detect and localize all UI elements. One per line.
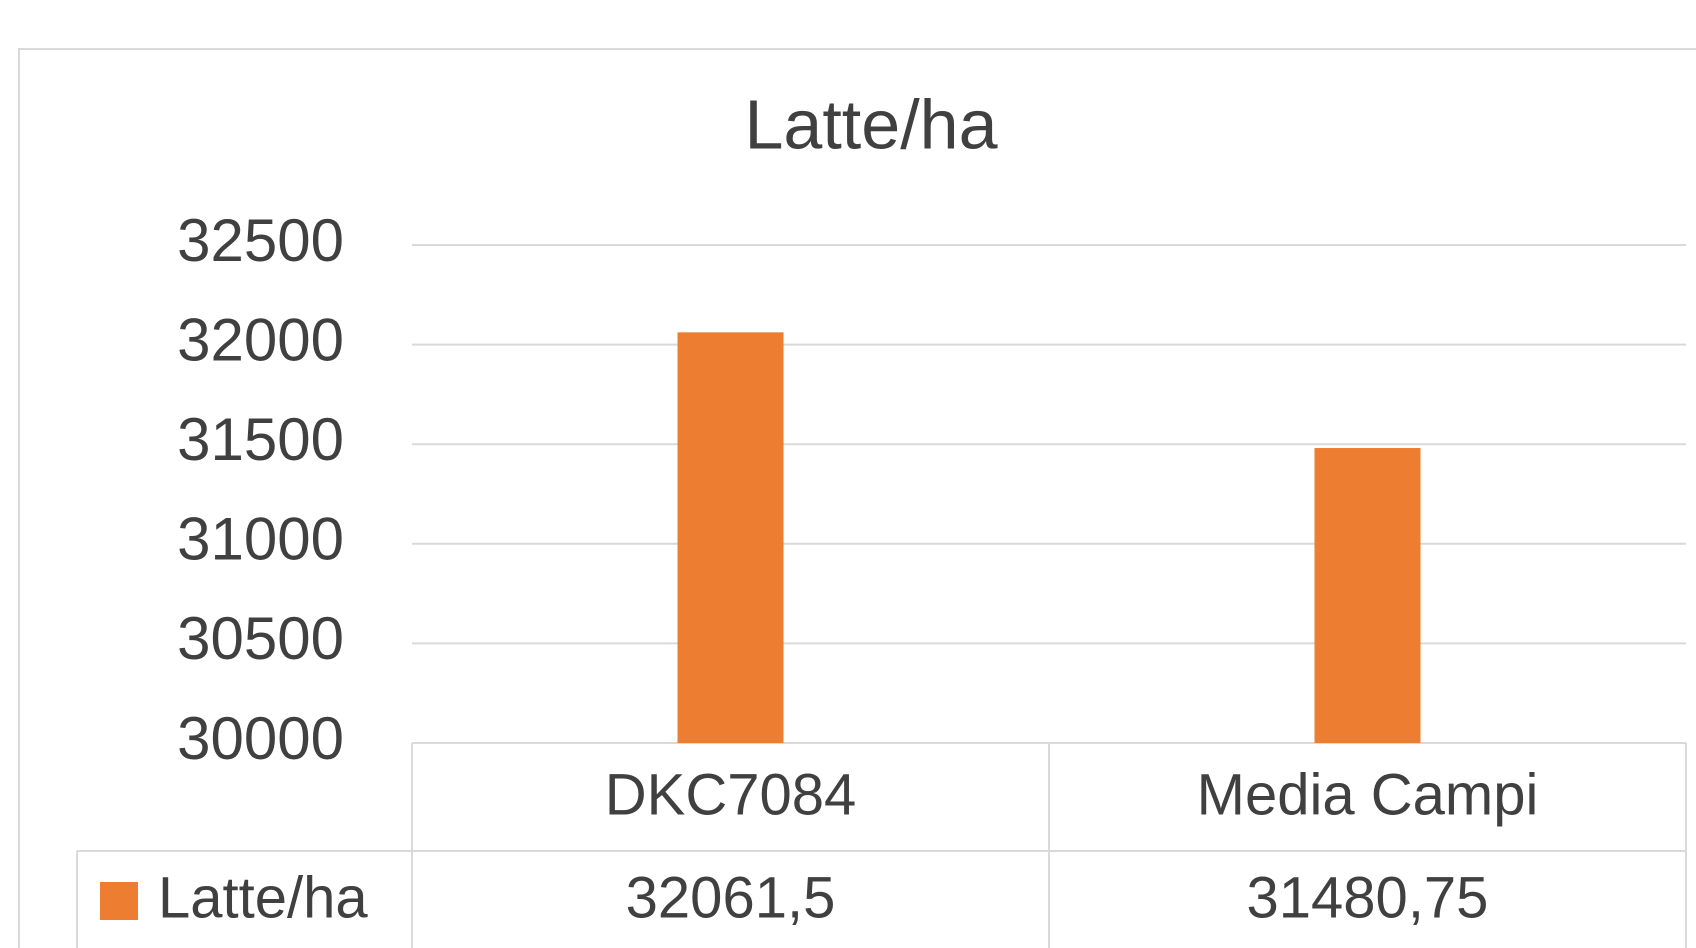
x-tick-label: Media Campi <box>1197 762 1539 827</box>
table-value: 31480,75 <box>1247 865 1489 930</box>
legend-swatch <box>100 882 138 920</box>
y-tick-label: 32500 <box>177 207 344 274</box>
y-tick-label: 30500 <box>177 605 344 672</box>
y-tick-label: 30000 <box>177 705 344 772</box>
x-tick-label: DKC7084 <box>605 762 856 827</box>
y-tick-label: 32000 <box>177 306 344 373</box>
chart-title: Latte/ha <box>745 85 998 163</box>
table-value: 32061,5 <box>626 865 836 930</box>
y-tick-label: 31000 <box>177 506 344 573</box>
bar <box>1314 448 1421 743</box>
legend-label: Latte/ha <box>158 865 368 930</box>
bar <box>677 332 784 743</box>
y-tick-label: 31500 <box>177 406 344 473</box>
